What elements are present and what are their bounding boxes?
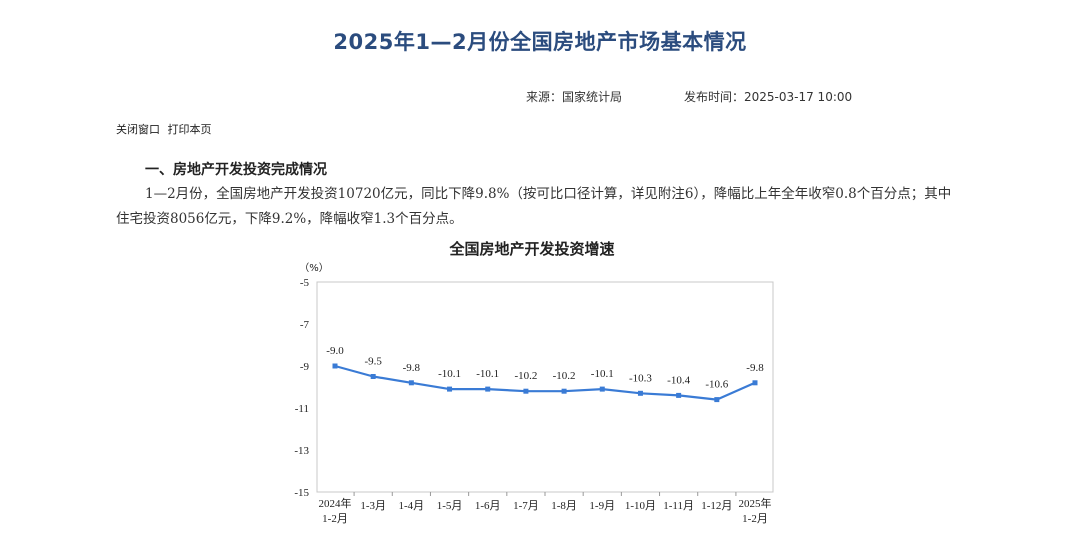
- section-paragraph: 1—2月份，全国房地产开发投资10720亿元，同比下降9.8%（按可比口径计算，…: [116, 186, 952, 227]
- x-tick-label: 1-3月: [360, 500, 386, 512]
- x-tick-label: 1-2月: [322, 513, 348, 525]
- x-tick-label: 2024年: [319, 496, 352, 510]
- x-tick-label: 1-9月: [589, 500, 615, 512]
- data-label: -9.5: [364, 356, 382, 368]
- x-tick-label: 1-2月: [742, 513, 768, 525]
- x-tick-label: 1-10月: [625, 500, 656, 512]
- x-tick-label: 1-6月: [475, 500, 501, 512]
- data-label: -10.2: [514, 370, 537, 382]
- source-label: 来源：国家统计局: [526, 90, 623, 104]
- x-tick-label: 2025年: [739, 496, 772, 510]
- series-line: [334, 364, 756, 401]
- x-tick-label: 1-12月: [701, 500, 732, 512]
- data-point: [370, 374, 376, 379]
- investment-growth-chart: 全国房地产开发投资增速 （%） -5 -7 -9 -11 -13 -15 2024年 1-2…: [270, 232, 790, 543]
- y-tick-label: -5: [300, 277, 310, 289]
- y-axis-ticks: -5 -7 -9 -11 -13 -15: [294, 277, 309, 499]
- data-label: -10.1: [438, 368, 461, 380]
- data-point: [714, 397, 720, 403]
- data-label: -10.4: [667, 374, 690, 386]
- chart-title: 全国房地产开发投资增速: [448, 240, 614, 258]
- close-window-link[interactable]: 关闭窗口: [116, 123, 160, 136]
- data-labels: -9.0 -9.5 -9.8 -10.1 -10.1 -10.2 -10.2 -10.1 -10…: [326, 345, 764, 391]
- data-label: -10.2: [553, 370, 576, 382]
- data-label: -9.8: [746, 362, 764, 374]
- data-point: [332, 363, 338, 369]
- toolbar: 关闭窗口 打印本页: [116, 121, 216, 137]
- data-point: [752, 380, 758, 386]
- y-tick-label: -13: [294, 445, 309, 457]
- print-page-link[interactable]: 打印本页: [167, 123, 212, 136]
- data-point: [408, 380, 414, 386]
- series-investment-growth: [332, 363, 758, 403]
- data-point: [561, 388, 567, 394]
- data-point: [447, 386, 453, 392]
- data-label: -10.3: [629, 372, 652, 384]
- x-tick-label: 1-4月: [399, 500, 425, 512]
- data-label: -9.0: [326, 345, 344, 357]
- y-axis-unit: （%）: [299, 262, 329, 274]
- data-label: -10.1: [476, 368, 499, 380]
- data-label: -10.1: [591, 368, 614, 380]
- y-tick-label: -11: [295, 403, 309, 415]
- x-tick-label: 1-11月: [663, 500, 694, 512]
- data-point: [523, 388, 529, 394]
- data-point: [676, 392, 682, 398]
- x-axis-ticks: 2024年 1-2月 1-3月 1-4月 1-5月 1-6月 1-7月 1-8月 1-9月 1-1…: [319, 492, 772, 525]
- y-tick-label: -9: [300, 361, 310, 373]
- data-label: -9.8: [403, 362, 421, 374]
- x-tick-label: 1-8月: [551, 500, 577, 512]
- x-tick-label: 1-7月: [513, 500, 539, 512]
- data-point: [599, 386, 605, 392]
- data-label: -10.6: [705, 379, 728, 391]
- data-point: [485, 386, 491, 392]
- data-point: [637, 390, 643, 396]
- publish-time: 发布时间：2025-03-17 10:00: [684, 90, 853, 104]
- section-heading: 一、房地产开发投资完成情况: [145, 162, 327, 178]
- y-tick-label: -7: [300, 319, 310, 331]
- x-tick-label: 1-5月: [437, 500, 463, 512]
- chart-svg: 全国房地产开发投资增速 （%） -5 -7 -9 -11 -13 -15 2024年 1-2…: [294, 240, 774, 525]
- page-title: 2025年1—2月份全国房地产市场基本情况: [333, 30, 747, 54]
- y-tick-label: -15: [294, 487, 309, 499]
